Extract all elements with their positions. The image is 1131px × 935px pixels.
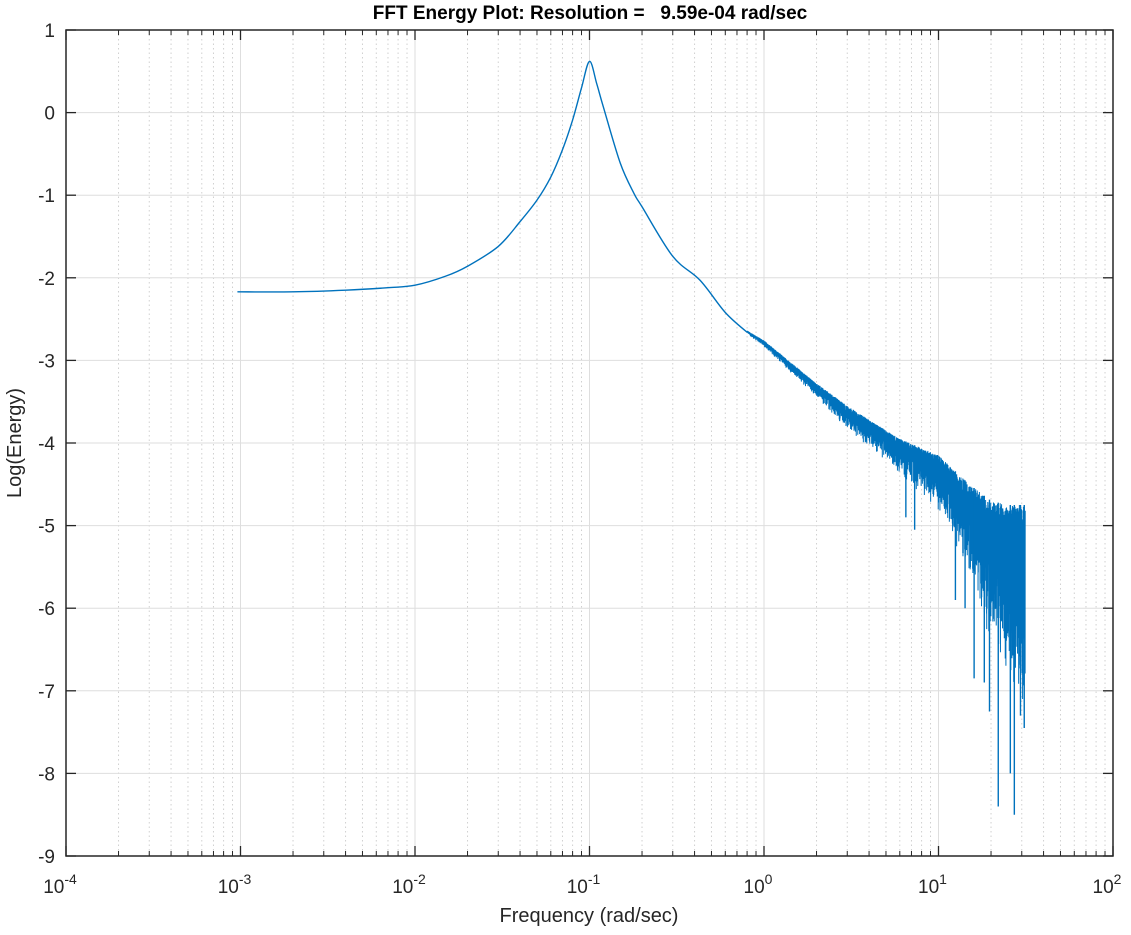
energy-curve-smooth <box>237 60 748 333</box>
grid <box>65 29 1114 857</box>
y-tick-label: -7 <box>38 682 55 703</box>
series-energy <box>237 60 1026 815</box>
ticks <box>65 29 1114 857</box>
y-tick-label: -4 <box>38 434 55 455</box>
y-tick-label: -5 <box>38 517 55 538</box>
x-tick-label: 100 <box>744 871 773 898</box>
y-tick-label: 0 <box>44 104 55 125</box>
x-tick-label: 10-1 <box>567 871 601 898</box>
y-axis-label: Log(Energy) <box>4 388 26 498</box>
x-tick-labels: 10-4 10-3 10-2 10-1 100 101 102 <box>43 871 1121 898</box>
y-tick-label: 1 <box>44 21 55 42</box>
y-tick-label: -2 <box>38 269 55 290</box>
y-tick-label: -6 <box>38 599 55 620</box>
x-tick-label: 101 <box>918 871 947 898</box>
x-tick-label: 102 <box>1093 871 1122 898</box>
y-tick-label: -1 <box>38 186 55 207</box>
y-tick-label: -3 <box>38 351 55 372</box>
chart-title: FFT Energy Plot: Resolution = 9.59e-04 r… <box>373 3 808 24</box>
y-tick-label: -8 <box>38 764 55 785</box>
x-axis-label: Frequency (rad/sec) <box>500 905 679 927</box>
x-tick-label: 10-4 <box>43 871 77 898</box>
y-tick-labels: 1 0 -1 -2 -3 -4 -5 -6 -7 -8 -9 <box>38 21 55 868</box>
energy-curve-noisy-tail <box>746 330 1026 700</box>
y-tick-label: -9 <box>38 847 55 868</box>
x-tick-label: 10-2 <box>392 871 426 898</box>
x-tick-label: 10-3 <box>218 871 252 898</box>
